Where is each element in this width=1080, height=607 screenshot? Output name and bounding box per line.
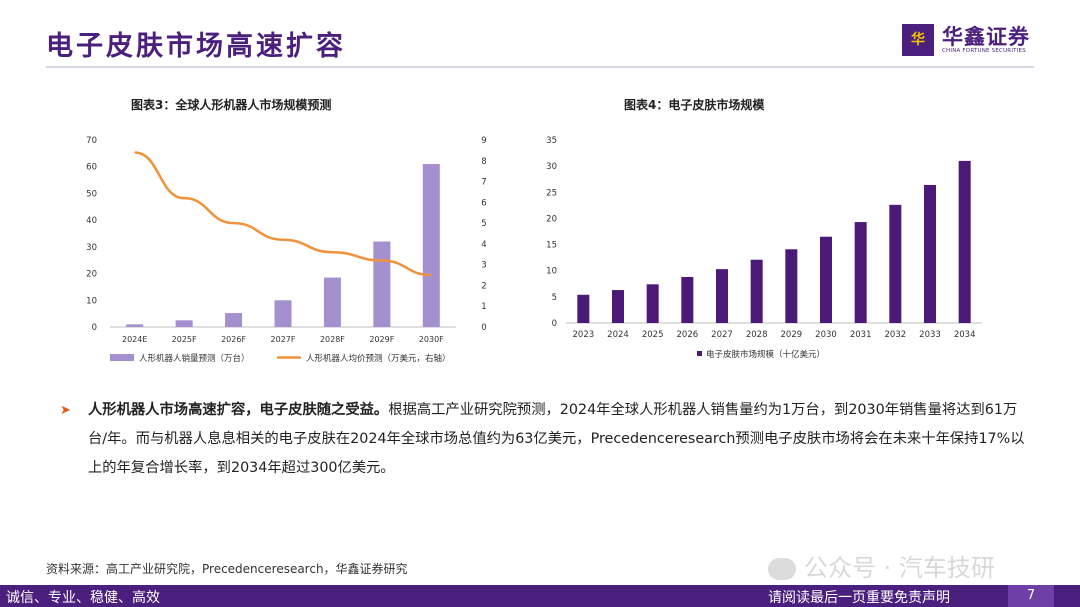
chart3-x-tick-label: 2024E — [122, 335, 147, 344]
chart3-y2-tick-label: 0 — [481, 323, 486, 333]
chart4-x-tick-label: 2033 — [919, 330, 941, 340]
watermark: 公众号 · 汽车技研 — [768, 548, 995, 583]
chart3-x-tick-label: 2027F — [271, 335, 296, 344]
wechat-icon — [768, 558, 796, 580]
chart4-bar — [889, 204, 902, 323]
chart4-bar — [924, 184, 936, 323]
chart4-bar — [958, 160, 971, 323]
footer-disclaimer: 请阅读最后一页重要免责声明 — [768, 590, 950, 606]
chart3-y2-tick-label: 3 — [481, 261, 486, 271]
chart3-y-tick-label: 10 — [86, 296, 97, 306]
chart3-y-tick-label: 0 — [92, 323, 97, 333]
chart4-x-tick-label: 2025 — [642, 330, 664, 340]
chart3-y2-tick-label: 9 — [481, 136, 486, 146]
chart3-x-tick-label: 2026F — [221, 335, 246, 344]
chart4-bar — [577, 294, 590, 323]
bullet-text: 人形机器人市场高速扩容，电子皮肤随之受益。根据高工产业研究院预测，2024年全球… — [88, 396, 1034, 483]
source-note: 资料来源：高工产业研究院，Precedenceresearch，华鑫证券研究 — [46, 562, 408, 576]
chart4-x-tick-label: 2026 — [677, 330, 699, 340]
chart3-y2-tick-label: 4 — [481, 240, 486, 250]
chart4-y-tick-label: 25 — [546, 188, 557, 198]
chart3-bar — [175, 320, 193, 327]
chart-3-title: 图表3：全球人形机器人市场规模预测 — [131, 98, 332, 112]
chart4-x-tick-label: 2024 — [607, 330, 629, 340]
chart3-y-tick-label: 50 — [86, 189, 97, 199]
chart3-y-tick-label: 20 — [86, 270, 97, 280]
chart3-bar — [225, 313, 243, 327]
chart3-bar — [323, 277, 341, 327]
chart3-x-tick-label: 2030F — [419, 335, 444, 344]
chart4-y-tick-label: 10 — [546, 267, 557, 277]
chart3-x-tick-label: 2025F — [172, 335, 197, 344]
chart3-y-tick-label: 40 — [86, 216, 97, 226]
chart3-legend-label-bar: 人形机器人销量预测（万台） — [139, 353, 250, 364]
chart-4-title: 图表4：电子皮肤市场规模 — [624, 98, 765, 112]
chart4-x-tick-label: 2028 — [746, 330, 768, 340]
chart3-price-line — [134, 151, 432, 277]
brand-name: 华鑫证券 — [942, 25, 1030, 49]
chart4-y-tick-label: 5 — [552, 293, 557, 303]
chart4-x-tick-label: 2031 — [850, 330, 872, 340]
chart4-x-tick-label: 2034 — [954, 330, 976, 340]
footer-slogan: 诚信、专业、稳健、高效 — [6, 590, 160, 606]
chart3-bar — [422, 164, 440, 327]
brand-english-name: CHINA FORTUNE SECURITIES — [942, 48, 1026, 54]
footer-bar: 诚信、专业、稳健、高效 请阅读最后一页重要免责声明 7 — [0, 585, 1080, 607]
logo-mark-icon: 华 — [902, 24, 934, 56]
chart4-x-tick-label: 2023 — [573, 330, 595, 340]
page-number: 7 — [1008, 585, 1054, 607]
chart3-y-tick-label: 70 — [86, 136, 97, 146]
chart3-bar — [274, 300, 292, 327]
chart4-bar — [750, 259, 763, 323]
chart4-bar — [646, 284, 659, 323]
chart3-y2-tick-label: 1 — [481, 302, 486, 312]
chart3-x-tick-label: 2028F — [320, 335, 345, 344]
chart3-y2-tick-label: 2 — [481, 281, 486, 291]
chart4-legend-swatch — [697, 351, 702, 356]
chart3-y-tick-label: 30 — [86, 243, 97, 253]
chart4-y-tick-label: 0 — [552, 319, 557, 329]
watermark-text: 公众号 · 汽车技研 — [804, 554, 995, 582]
chart3-legend-label-line: 人形机器人均价预测（万美元，右轴） — [306, 353, 451, 364]
bullet-arrow-icon: ➤ — [60, 403, 71, 418]
chart4-legend-label: 电子皮肤市场规模（十亿美元） — [706, 349, 825, 360]
chart3-y2-tick-label: 8 — [481, 157, 486, 167]
chart3-bar — [126, 324, 144, 327]
chart3-y-tick-label: 60 — [86, 163, 97, 173]
chart4-bar — [716, 269, 728, 323]
chart4-y-tick-label: 20 — [546, 214, 557, 224]
title-divider — [46, 66, 1034, 68]
chart3-x-tick-label: 2029F — [369, 335, 394, 344]
chart3-y2-tick-label: 6 — [481, 198, 486, 208]
chart3-bar — [373, 241, 391, 327]
chart4-bar — [681, 276, 694, 323]
chart4-bar — [785, 249, 798, 323]
chart4-x-tick-label: 2032 — [885, 330, 907, 340]
chart4-y-tick-label: 30 — [546, 162, 557, 172]
chart4-x-tick-label: 2027 — [711, 330, 733, 340]
chart4-x-tick-label: 2030 — [815, 330, 837, 340]
chart3-y2-tick-label: 7 — [481, 178, 486, 188]
chart4-x-tick-label: 2029 — [781, 330, 803, 340]
page-title: 电子皮肤市场高速扩容 — [46, 31, 346, 62]
chart4-y-tick-label: 35 — [546, 136, 557, 146]
chart4-bar — [612, 290, 624, 323]
chart4-bar — [854, 222, 867, 323]
chart4-bar — [820, 236, 832, 323]
bullet-body: 根据高工产业研究院预测，2024年全球人形机器人销售量约为1万台，到2030年销… — [88, 402, 1025, 476]
bullet-bold-lead: 人形机器人市场高速扩容，电子皮肤随之受益。 — [88, 402, 389, 418]
chart4-y-tick-label: 15 — [546, 241, 557, 251]
summary-bullet: ➤ 人形机器人市场高速扩容，电子皮肤随之受益。根据高工产业研究院预测，2024年… — [60, 396, 1034, 483]
chart3-y2-tick-label: 5 — [481, 219, 486, 229]
chart3-legend-swatch-bar — [110, 354, 134, 361]
